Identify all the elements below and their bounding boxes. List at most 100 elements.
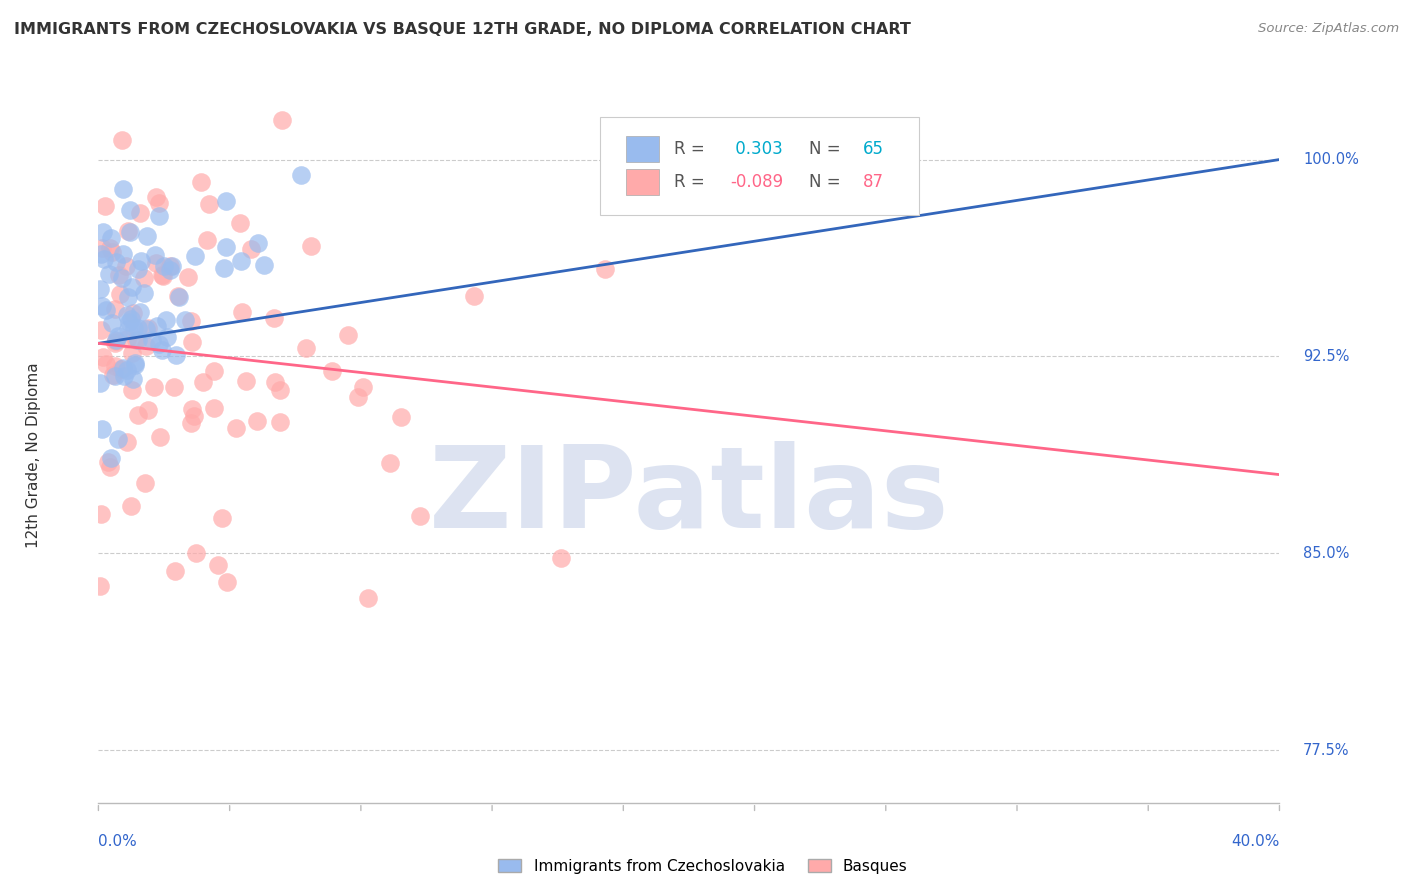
Point [225,421,247,435]
Point [91,226,114,240]
Point [352,379,374,393]
Point [94,302,117,317]
FancyBboxPatch shape [626,169,659,195]
Point [115,332,138,346]
Text: 0.0%: 0.0% [98,834,138,849]
Point [135,322,157,336]
Point [104,301,127,316]
Text: ZIPatlas: ZIPatlas [429,442,949,552]
Point [121,345,143,359]
Point [166,288,188,302]
Point [117,322,139,336]
Point [125,333,148,347]
Point [160,259,183,273]
Point [108,286,131,301]
Legend: Immigrants from Czechoslovakia, Basques: Immigrants from Czechoslovakia, Basques [492,853,914,880]
Point [195,233,218,247]
Point [104,359,127,374]
Point [159,263,181,277]
Point [207,558,229,572]
Point [91,422,114,436]
Point [118,315,141,329]
Point [550,551,572,566]
Point [110,271,132,285]
Point [122,371,145,385]
Point [122,306,145,320]
Point [143,247,166,261]
Point [107,432,129,446]
Text: 100.0%: 100.0% [1303,152,1360,167]
Point [299,239,322,253]
Point [184,249,207,263]
Point [228,216,250,230]
Point [155,313,177,327]
Point [108,268,131,283]
Point [198,197,221,211]
Point [148,336,170,351]
Text: IMMIGRANTS FROM CZECHOSLOVAKIA VS BASQUE 12TH GRADE, NO DIPLOMA CORRELATION CHAR: IMMIGRANTS FROM CZECHOSLOVAKIA VS BASQUE… [14,22,911,37]
Point [89,282,111,296]
Text: R =: R = [673,140,710,158]
Text: 87: 87 [862,173,883,191]
Point [167,290,190,304]
Point [98,460,121,475]
Point [93,252,115,267]
Point [409,509,432,524]
Point [104,333,127,347]
Point [346,390,368,404]
Point [184,546,207,560]
Point [120,225,142,239]
Point [100,450,122,465]
FancyBboxPatch shape [626,136,659,162]
Point [148,195,170,210]
Point [165,348,187,362]
Point [183,409,205,423]
Text: 77.5%: 77.5% [1303,743,1350,758]
Point [153,259,176,273]
Point [463,289,485,303]
Point [181,334,204,349]
Point [141,334,163,348]
Point [136,229,159,244]
Point [107,329,129,343]
Point [127,333,149,347]
Point [321,363,343,377]
Point [231,305,253,319]
Point [389,409,412,424]
Point [135,339,157,353]
Point [115,434,138,449]
Point [156,330,179,344]
Point [111,247,134,261]
Point [337,327,360,342]
Point [124,358,146,372]
Point [121,280,143,294]
Point [89,376,111,390]
Point [190,175,212,189]
Point [117,290,139,304]
Point [103,368,125,383]
Point [90,246,112,260]
Point [120,203,142,218]
Point [269,383,291,397]
Point [181,401,204,416]
Point [110,361,132,376]
Point [115,362,138,376]
Point [97,455,120,469]
Point [177,270,200,285]
Point [150,343,173,358]
Text: Source: ZipAtlas.com: Source: ZipAtlas.com [1258,22,1399,36]
Point [104,335,127,350]
Point [202,401,225,415]
Point [215,194,238,208]
Text: 0.303: 0.303 [730,140,783,158]
Point [89,579,111,593]
Point [295,341,318,355]
Point [129,206,152,220]
FancyBboxPatch shape [600,118,920,215]
Point [111,361,134,376]
Point [269,415,291,429]
Point [104,369,127,384]
Point [145,190,167,204]
Point [90,507,112,521]
Point [91,350,114,364]
